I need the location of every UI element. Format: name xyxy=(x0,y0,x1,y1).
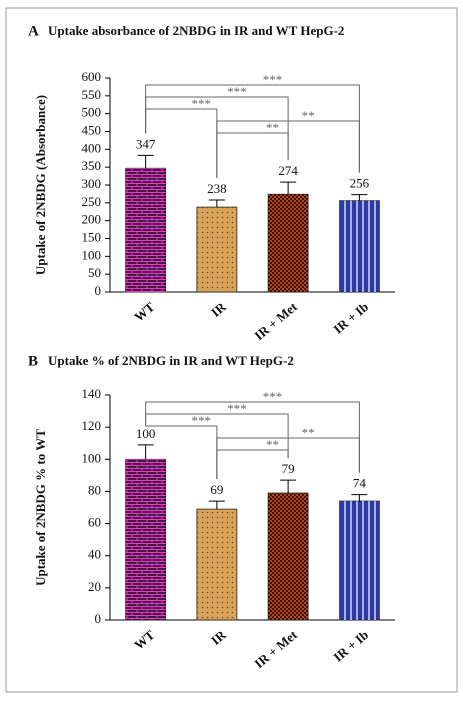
x-tick-label: IR xyxy=(208,627,229,648)
y-tick-label: 500 xyxy=(82,105,102,120)
significance-label: ** xyxy=(266,437,279,452)
y-tick-label: 250 xyxy=(82,194,102,209)
bar-pattern xyxy=(268,493,309,620)
y-tick-label: 450 xyxy=(82,122,102,137)
x-tick-label: WT xyxy=(131,627,157,653)
bar-pattern xyxy=(268,194,309,292)
significance-label: *** xyxy=(192,413,212,428)
y-tick-label: 100 xyxy=(82,450,102,465)
y-tick-label: 350 xyxy=(82,158,102,173)
bar-pattern xyxy=(125,459,166,620)
y-tick-label: 400 xyxy=(82,140,102,155)
y-tick-label: 550 xyxy=(82,87,102,102)
significance-label: *** xyxy=(227,84,247,99)
y-tick-label: 300 xyxy=(82,176,102,191)
y-tick-label: 0 xyxy=(95,611,102,626)
significance-bracket xyxy=(145,401,360,473)
bar-pattern xyxy=(339,501,380,620)
significance-bracket xyxy=(145,413,289,459)
y-tick-label: 50 xyxy=(88,265,101,280)
y-axis-label: Uptake of 2NBDG (Absorbance) xyxy=(33,95,48,275)
y-tick-label: 120 xyxy=(82,418,102,433)
significance-bracket xyxy=(216,132,289,178)
value-label: 347 xyxy=(136,136,156,151)
y-tick-label: 150 xyxy=(82,229,102,244)
value-label: 79 xyxy=(282,461,295,476)
significance-bracket xyxy=(145,84,360,173)
y-tick-label: 140 xyxy=(82,386,102,401)
x-tick-label: IR xyxy=(208,299,229,320)
significance-label: ** xyxy=(266,120,279,135)
value-label: 74 xyxy=(353,476,367,491)
value-label: 100 xyxy=(136,426,156,441)
significance-bracket xyxy=(216,449,289,480)
x-tick-label: IR + Ib xyxy=(330,299,371,337)
value-label: 69 xyxy=(210,482,223,497)
value-label: 274 xyxy=(278,163,298,178)
significance-label: *** xyxy=(263,72,283,87)
bar-pattern xyxy=(125,168,166,292)
y-tick-label: 100 xyxy=(82,247,102,262)
y-tick-label: 600 xyxy=(82,69,102,84)
x-tick-label: IR + Met xyxy=(251,627,300,672)
x-tick-label: IR + Met xyxy=(251,299,300,344)
y-tick-label: 0 xyxy=(95,283,102,298)
y-tick-label: 40 xyxy=(88,547,101,562)
chart-title: Uptake absorbance of 2NBDG in IR and WT … xyxy=(48,23,344,38)
bar-pattern xyxy=(339,200,380,292)
significance-label: *** xyxy=(192,96,212,111)
chart-title: Uptake % of 2NBDG in IR and WT HepG-2 xyxy=(48,353,294,368)
bar-pattern xyxy=(196,207,237,292)
y-tick-label: 200 xyxy=(82,212,102,227)
y-axis-label: Uptake of 2NBDG % to WT xyxy=(33,429,48,586)
significance-bracket xyxy=(145,108,218,178)
x-tick-label: WT xyxy=(131,299,157,325)
panel-letter: A xyxy=(28,23,39,39)
value-label: 238 xyxy=(207,181,227,196)
significance-label: ** xyxy=(302,108,315,123)
x-tick-label: IR + Ib xyxy=(330,627,371,665)
significance-label: *** xyxy=(227,401,247,416)
bar-pattern xyxy=(196,509,237,620)
y-tick-label: 80 xyxy=(88,482,101,497)
value-label: 256 xyxy=(350,176,370,191)
y-tick-label: 60 xyxy=(88,515,101,530)
significance-label: *** xyxy=(263,389,283,404)
y-tick-label: 20 xyxy=(88,579,101,594)
panel-letter: B xyxy=(28,353,38,369)
significance-label: ** xyxy=(302,425,315,440)
figure-border xyxy=(5,7,458,693)
